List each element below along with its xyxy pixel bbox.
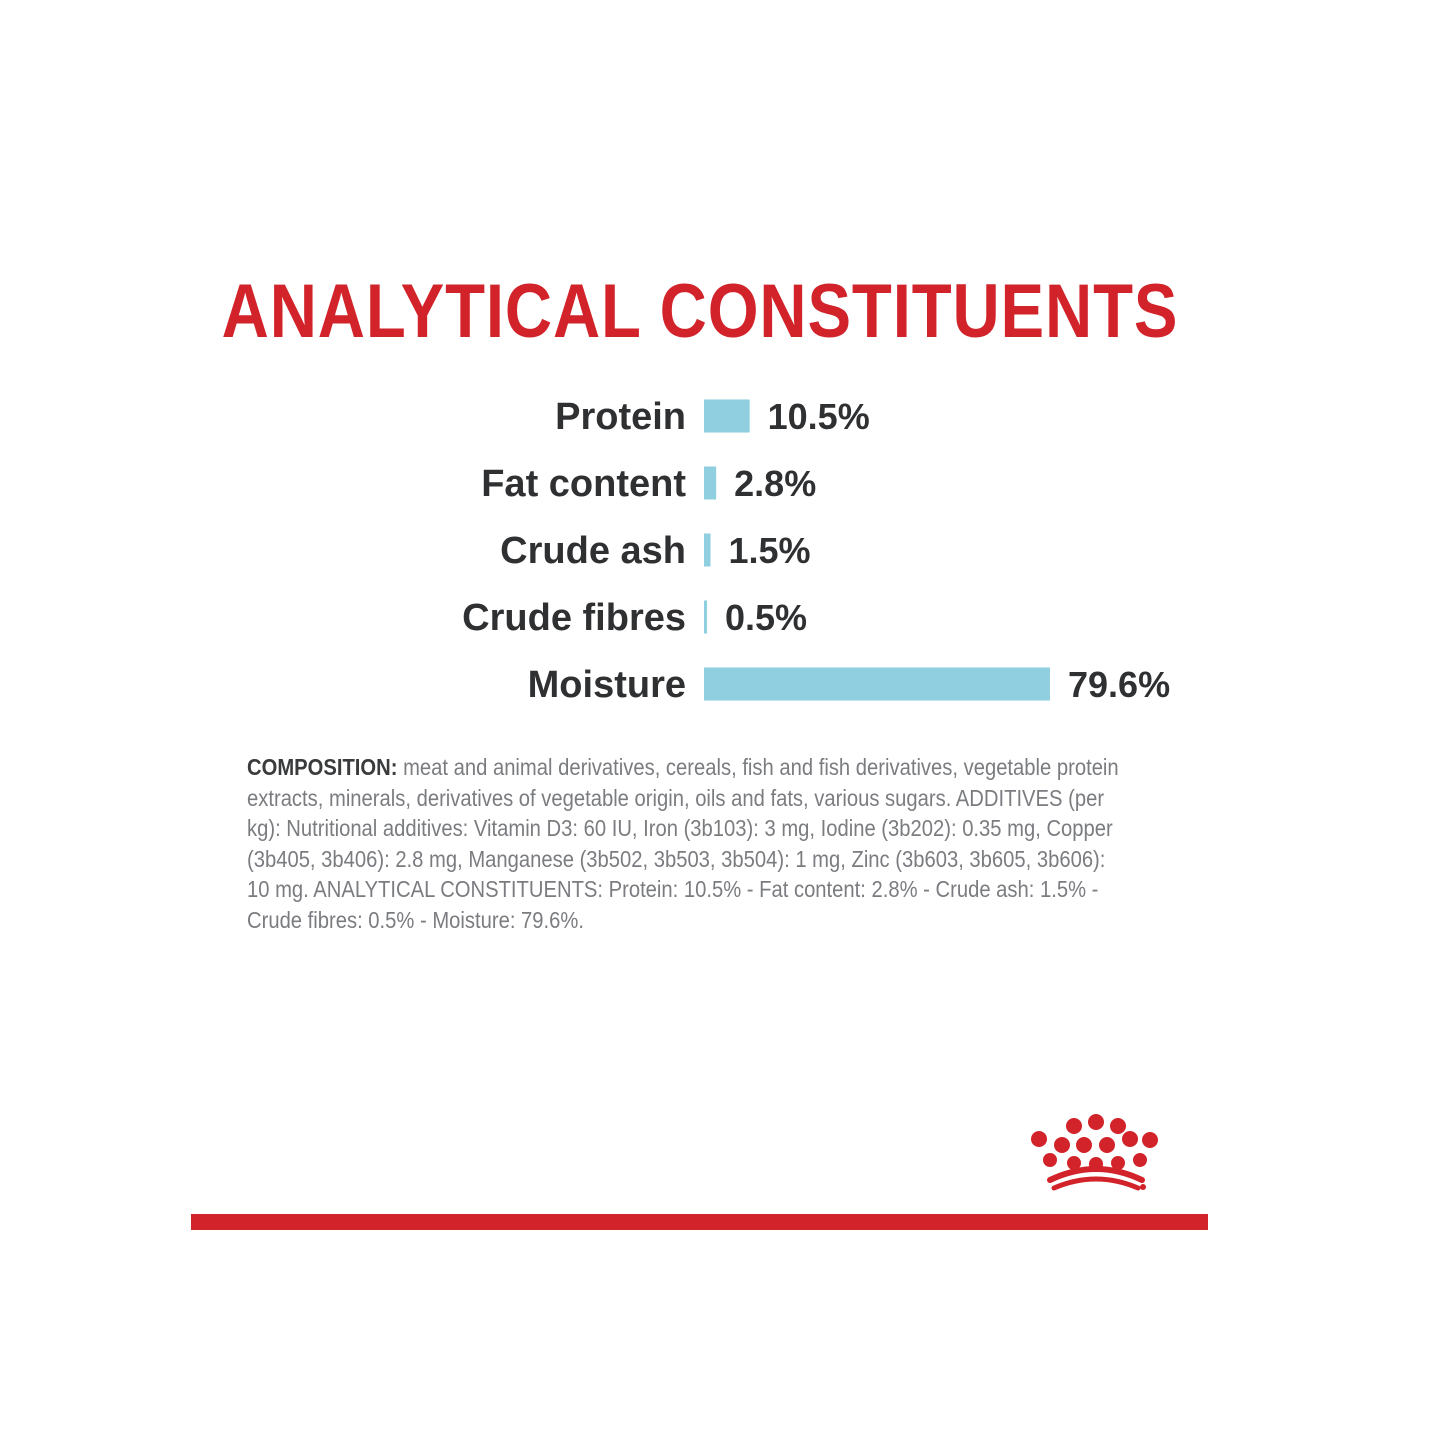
bar-chart: Protein 10.5% Fat content 2.8% Crude ash 1.5%…	[462, 396, 1170, 706]
category-label-crude-ash: Crude ash	[500, 530, 686, 572]
registered-mark	[1140, 1184, 1146, 1190]
bar-crude-ash	[704, 533, 711, 567]
composition-text: COMPOSITION: meat and animal derivatives…	[247, 752, 1133, 935]
bars-group: Protein 10.5% Fat content 2.8% Crude ash 1.5%…	[462, 396, 1170, 706]
royal-canin-crown-icon	[1031, 1114, 1158, 1191]
category-label-crude-fibres: Crude fibres	[462, 597, 686, 639]
category-label-moisture: Moisture	[528, 664, 686, 706]
value-label-moisture: 79.6%	[1068, 664, 1170, 705]
value-label-crude-fibres: 0.5%	[725, 597, 807, 638]
crown-arc-upper	[1047, 1166, 1145, 1183]
value-label-fat-content: 2.8%	[734, 463, 816, 504]
crown-dots	[1031, 1114, 1158, 1171]
category-label-protein: Protein	[555, 396, 686, 438]
footer-red-bar	[191, 1214, 1208, 1230]
value-label-crude-ash: 1.5%	[729, 530, 811, 571]
bar-protein	[704, 399, 750, 433]
bar-fat-content	[704, 466, 717, 500]
chart-title: ANALYTICAL CONSTITUENTS	[221, 269, 1179, 354]
composition-body: meat and animal derivatives, cereals, fi…	[247, 754, 1119, 933]
category-label-fat-content: Fat content	[481, 463, 686, 505]
crown-arc-lower	[1051, 1176, 1141, 1191]
bar-crude-fibres	[704, 600, 707, 634]
value-label-protein: 10.5%	[768, 396, 870, 437]
bar-moisture	[704, 667, 1050, 701]
composition-label: COMPOSITION:	[247, 754, 398, 780]
